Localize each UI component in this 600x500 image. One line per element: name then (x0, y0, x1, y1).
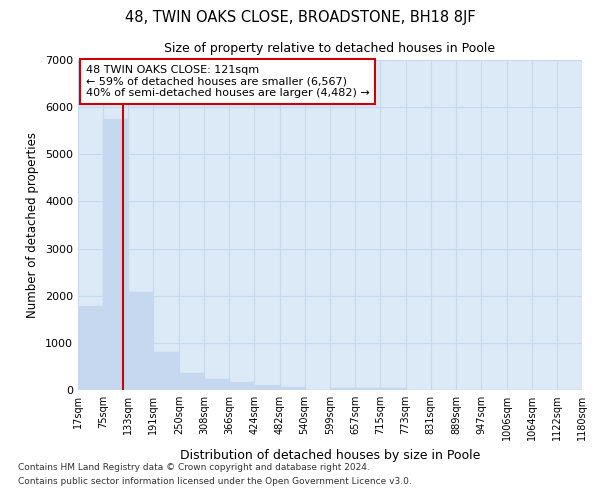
Bar (154, 352, 179, 390)
Bar (254, 385, 280, 390)
Bar (330, 388, 355, 390)
Bar (204, 378, 229, 390)
Text: Contains HM Land Registry data © Crown copyright and database right 2024.: Contains HM Land Registry data © Crown c… (18, 464, 370, 472)
Text: Contains public sector information licensed under the Open Government Licence v3: Contains public sector information licen… (18, 477, 412, 486)
Y-axis label: Number of detached properties: Number of detached properties (26, 132, 40, 318)
Bar (103, 119, 128, 390)
Bar (229, 382, 254, 390)
Bar (355, 388, 380, 390)
Bar (78, 306, 103, 390)
X-axis label: Distribution of detached houses by size in Poole: Distribution of detached houses by size … (180, 448, 480, 462)
Bar (380, 388, 406, 390)
Text: 48 TWIN OAKS CLOSE: 121sqm
← 59% of detached houses are smaller (6,567)
40% of s: 48 TWIN OAKS CLOSE: 121sqm ← 59% of deta… (86, 65, 370, 98)
Bar (128, 292, 154, 390)
Bar (179, 372, 204, 390)
Title: Size of property relative to detached houses in Poole: Size of property relative to detached ho… (164, 42, 496, 54)
Bar (280, 387, 305, 390)
Text: 48, TWIN OAKS CLOSE, BROADSTONE, BH18 8JF: 48, TWIN OAKS CLOSE, BROADSTONE, BH18 8J… (125, 10, 475, 25)
